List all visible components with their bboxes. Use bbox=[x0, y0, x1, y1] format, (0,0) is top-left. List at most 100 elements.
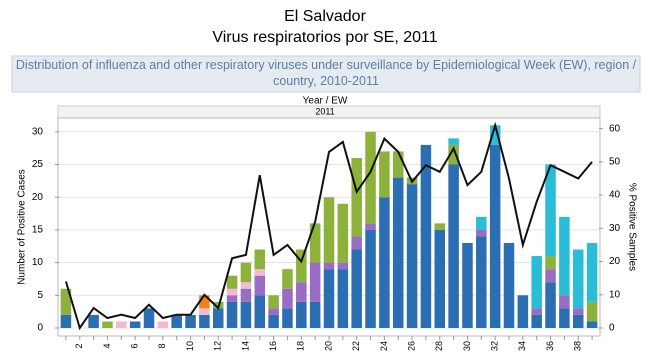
caption: Distribution of influenza and other resp… bbox=[15, 58, 637, 88]
x-tick-label: 6 bbox=[130, 343, 140, 348]
x-tick-label: 12 bbox=[213, 341, 223, 351]
x-group: 2011 bbox=[315, 106, 334, 116]
y-tick-label: 10 bbox=[32, 257, 44, 268]
x-tick-label: 24 bbox=[379, 341, 389, 351]
bar-segment bbox=[226, 301, 238, 328]
bar-segment bbox=[185, 314, 196, 328]
bar-segment bbox=[365, 131, 376, 224]
x-tick-label: 8 bbox=[157, 343, 167, 348]
bar-segment bbox=[268, 295, 279, 309]
x-tick-label: 28 bbox=[434, 341, 444, 351]
bar-segment bbox=[199, 314, 210, 328]
bar-segment bbox=[268, 308, 279, 315]
bar-segment bbox=[448, 138, 459, 145]
bar-segment bbox=[296, 282, 307, 302]
bar-segment bbox=[199, 308, 210, 315]
bar-segment bbox=[60, 314, 72, 328]
bar-segment bbox=[282, 269, 293, 289]
x-tick-label: 10 bbox=[185, 341, 195, 351]
bar-segment bbox=[545, 256, 556, 270]
bar-segment bbox=[489, 125, 501, 145]
y2-tick-label: 50 bbox=[609, 157, 621, 168]
bar-segment bbox=[309, 223, 321, 263]
bar-segment bbox=[379, 197, 390, 328]
y2-axis-label: % Positive Samples bbox=[626, 183, 637, 271]
y2-tick-label: 60 bbox=[609, 123, 621, 134]
bar-segment bbox=[254, 249, 266, 270]
y-axis-label: Number of Positive Cases bbox=[17, 169, 28, 285]
bar-segment bbox=[572, 314, 584, 328]
bar-segment bbox=[545, 269, 556, 283]
x-tick-label: 20 bbox=[323, 341, 333, 351]
bar-segment bbox=[337, 203, 349, 263]
bar-segment bbox=[171, 314, 182, 328]
y2-tick-label: 20 bbox=[609, 256, 621, 267]
bar-segment bbox=[240, 288, 252, 302]
bar-segment bbox=[143, 308, 155, 328]
bar-segment bbox=[226, 295, 238, 302]
x-tick-label: 14 bbox=[240, 341, 250, 351]
x-tick-label: 38 bbox=[573, 341, 583, 351]
x-tick-label: 18 bbox=[296, 341, 306, 351]
bar-segment bbox=[199, 295, 210, 309]
y2-tick-label: 40 bbox=[609, 190, 621, 201]
bar-segment bbox=[351, 157, 362, 237]
bar-segment bbox=[337, 262, 349, 270]
y2-tick-label: 0 bbox=[609, 323, 615, 334]
bar-segment bbox=[226, 275, 238, 289]
y2-tick-label: 30 bbox=[609, 223, 621, 234]
bar-segment bbox=[254, 295, 266, 328]
bar-segment bbox=[365, 229, 376, 328]
x-header: Year / EW bbox=[303, 96, 348, 107]
x-tick-label: 22 bbox=[351, 341, 361, 351]
bar-segment bbox=[379, 151, 390, 198]
bar-segment bbox=[254, 275, 266, 296]
bar-segment bbox=[559, 216, 570, 296]
bar-segment bbox=[240, 301, 252, 328]
bar-segment bbox=[586, 301, 598, 322]
bar-segment bbox=[545, 164, 556, 257]
y-tick-label: 25 bbox=[32, 159, 44, 170]
bar-segment bbox=[572, 308, 584, 315]
bar-segment bbox=[323, 269, 335, 328]
bar-segment bbox=[434, 229, 446, 328]
x-tick-label: 30 bbox=[462, 341, 472, 351]
bar-segment bbox=[296, 249, 307, 283]
bar-segment bbox=[586, 321, 598, 328]
bar-segment bbox=[254, 269, 266, 276]
x-tick-label: 36 bbox=[545, 341, 555, 351]
bar-segment bbox=[531, 314, 542, 328]
bar-segment bbox=[351, 236, 362, 250]
x-tick-label: 2 bbox=[74, 343, 84, 348]
bar-segment bbox=[476, 216, 487, 230]
bar-segment bbox=[448, 144, 459, 165]
bar-segment bbox=[226, 288, 238, 296]
y2-tick-label: 10 bbox=[609, 289, 621, 300]
bar-segment bbox=[586, 242, 598, 302]
caption-wrap: Distribution of influenza and other resp… bbox=[15, 58, 637, 88]
bar-segment bbox=[476, 229, 487, 237]
bar-segment bbox=[240, 282, 252, 289]
bar-segment bbox=[420, 144, 432, 328]
bar-segment bbox=[392, 177, 404, 328]
bar-segment bbox=[462, 242, 473, 328]
bar-segment bbox=[116, 321, 127, 328]
bar-segment bbox=[240, 262, 252, 283]
line-series bbox=[64, 121, 593, 331]
bar-segment bbox=[351, 249, 362, 328]
bar-segment bbox=[60, 288, 72, 315]
bar-segment bbox=[323, 262, 335, 270]
y-tick-label: 0 bbox=[37, 323, 43, 334]
bar-segment bbox=[531, 256, 542, 309]
bar-segment bbox=[365, 223, 376, 230]
bar-segment bbox=[406, 184, 418, 328]
bar-segment bbox=[309, 262, 321, 302]
bar-segment bbox=[448, 164, 459, 328]
bar-segment bbox=[296, 301, 307, 328]
chart-title: El Salvador bbox=[284, 8, 366, 25]
bar-segment bbox=[531, 308, 542, 315]
bar-segment bbox=[572, 249, 584, 309]
bar-segment bbox=[88, 314, 99, 328]
x-tick-label: 26 bbox=[406, 341, 416, 351]
